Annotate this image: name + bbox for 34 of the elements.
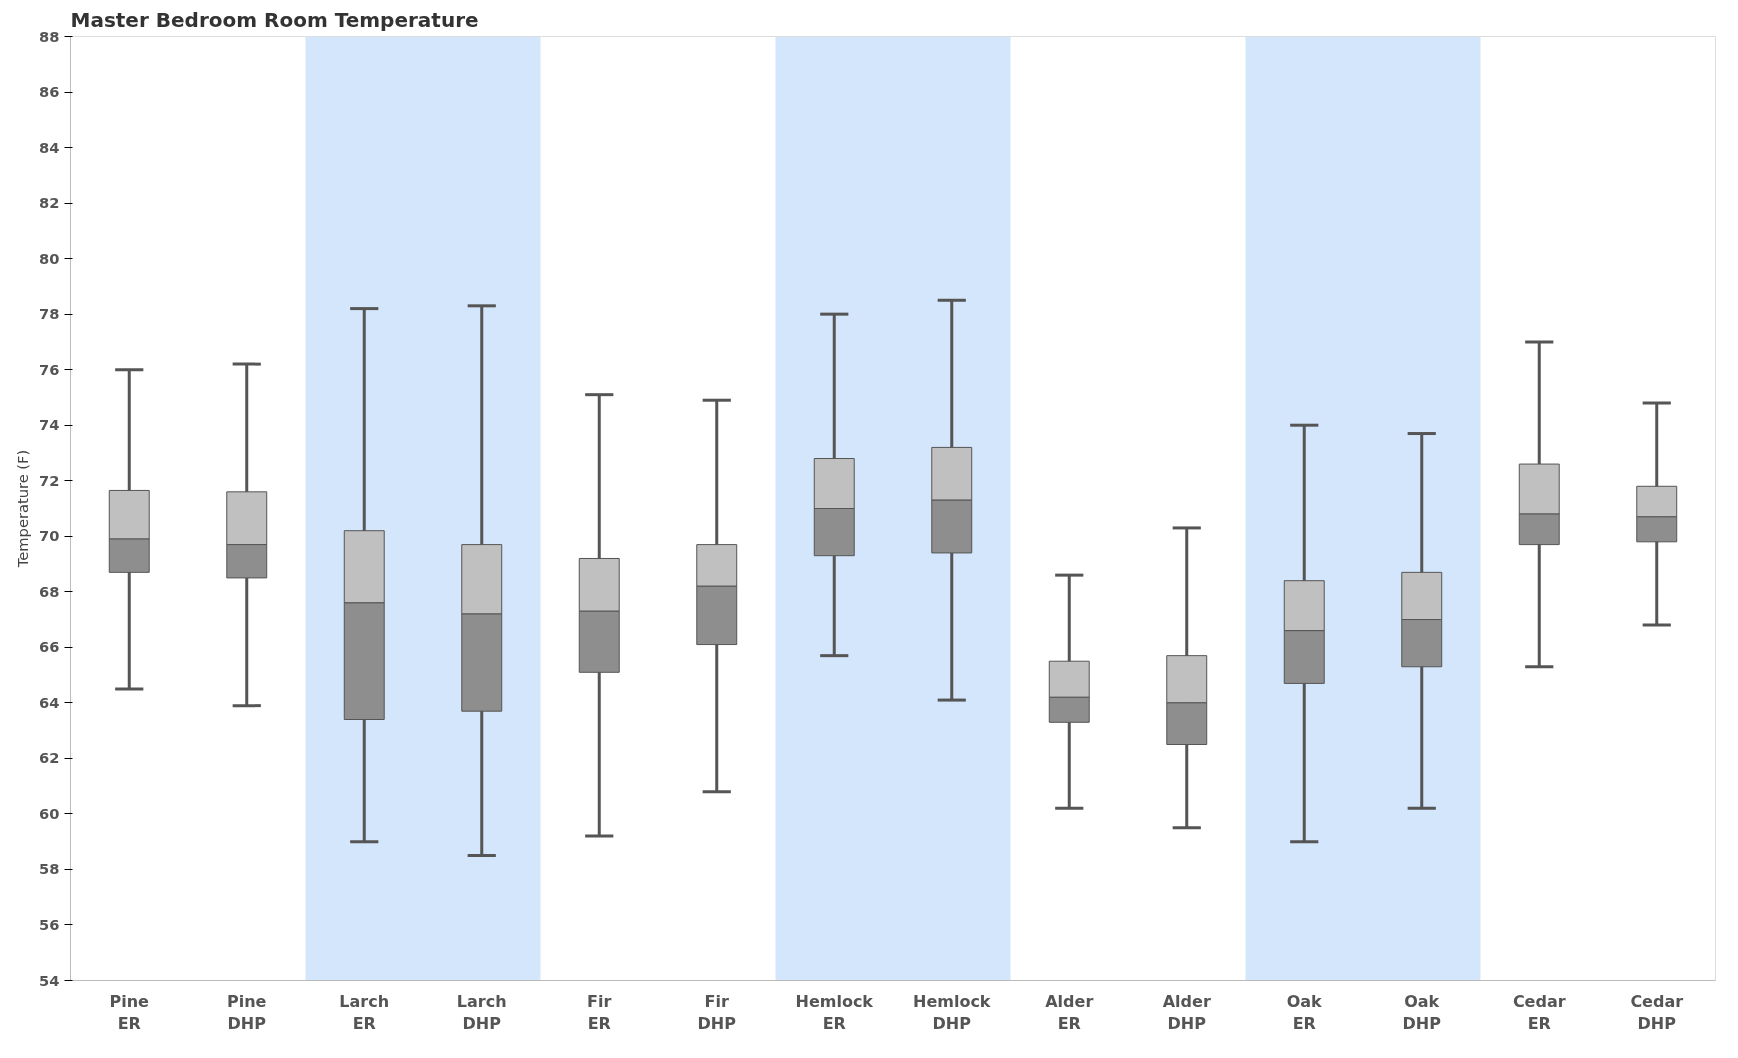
y-axis-title: Temperature (F) [14,449,32,569]
y-tick-label: 78 [39,305,60,323]
x-tick-label: Pine ER [109,991,150,1034]
x-tick-label: Alder ER [1045,991,1094,1034]
y-tick-label: 80 [39,249,60,267]
x-tick-label: Hemlock DHP [912,991,991,1034]
y-tick-label: 74 [39,416,60,434]
x-tick-label: Pine DHP [227,991,267,1034]
x-tick-label: Hemlock ER [795,991,874,1034]
y-tick-label: 72 [39,471,60,489]
y-tick-label: 56 [39,915,60,933]
x-tick-label: Alder DHP [1162,991,1211,1034]
x-tick-label: Larch DHP [456,991,507,1034]
y-tick-label: 82 [39,194,60,212]
y-tick-label: 76 [39,360,60,378]
x-tick-label: Oak DHP [1402,991,1442,1034]
y-tick-label: 68 [39,582,60,600]
y-tick-label: 86 [39,83,60,101]
y-tick-label: 66 [39,638,60,656]
x-tick-label: Fir DHP [697,991,737,1034]
x-tick-label: Oak ER [1286,991,1323,1034]
y-tick-label: 64 [39,693,60,711]
x-tick-label: Fir ER [587,991,612,1034]
y-tick-label: 88 [39,27,60,45]
y-tick-label: 70 [39,527,60,545]
chart-title: Master Bedroom Room Temperature [70,7,479,32]
y-tick-label: 60 [39,804,60,822]
x-tick-label: Cedar ER [1512,991,1566,1034]
x-tick-label: Larch ER [339,991,390,1034]
y-tick-label: 84 [39,138,60,156]
y-tick-label: 54 [39,971,60,989]
y-tick-label: 58 [39,860,60,878]
x-tick-label: Cedar DHP [1630,991,1684,1034]
y-tick-label: 62 [39,749,60,767]
